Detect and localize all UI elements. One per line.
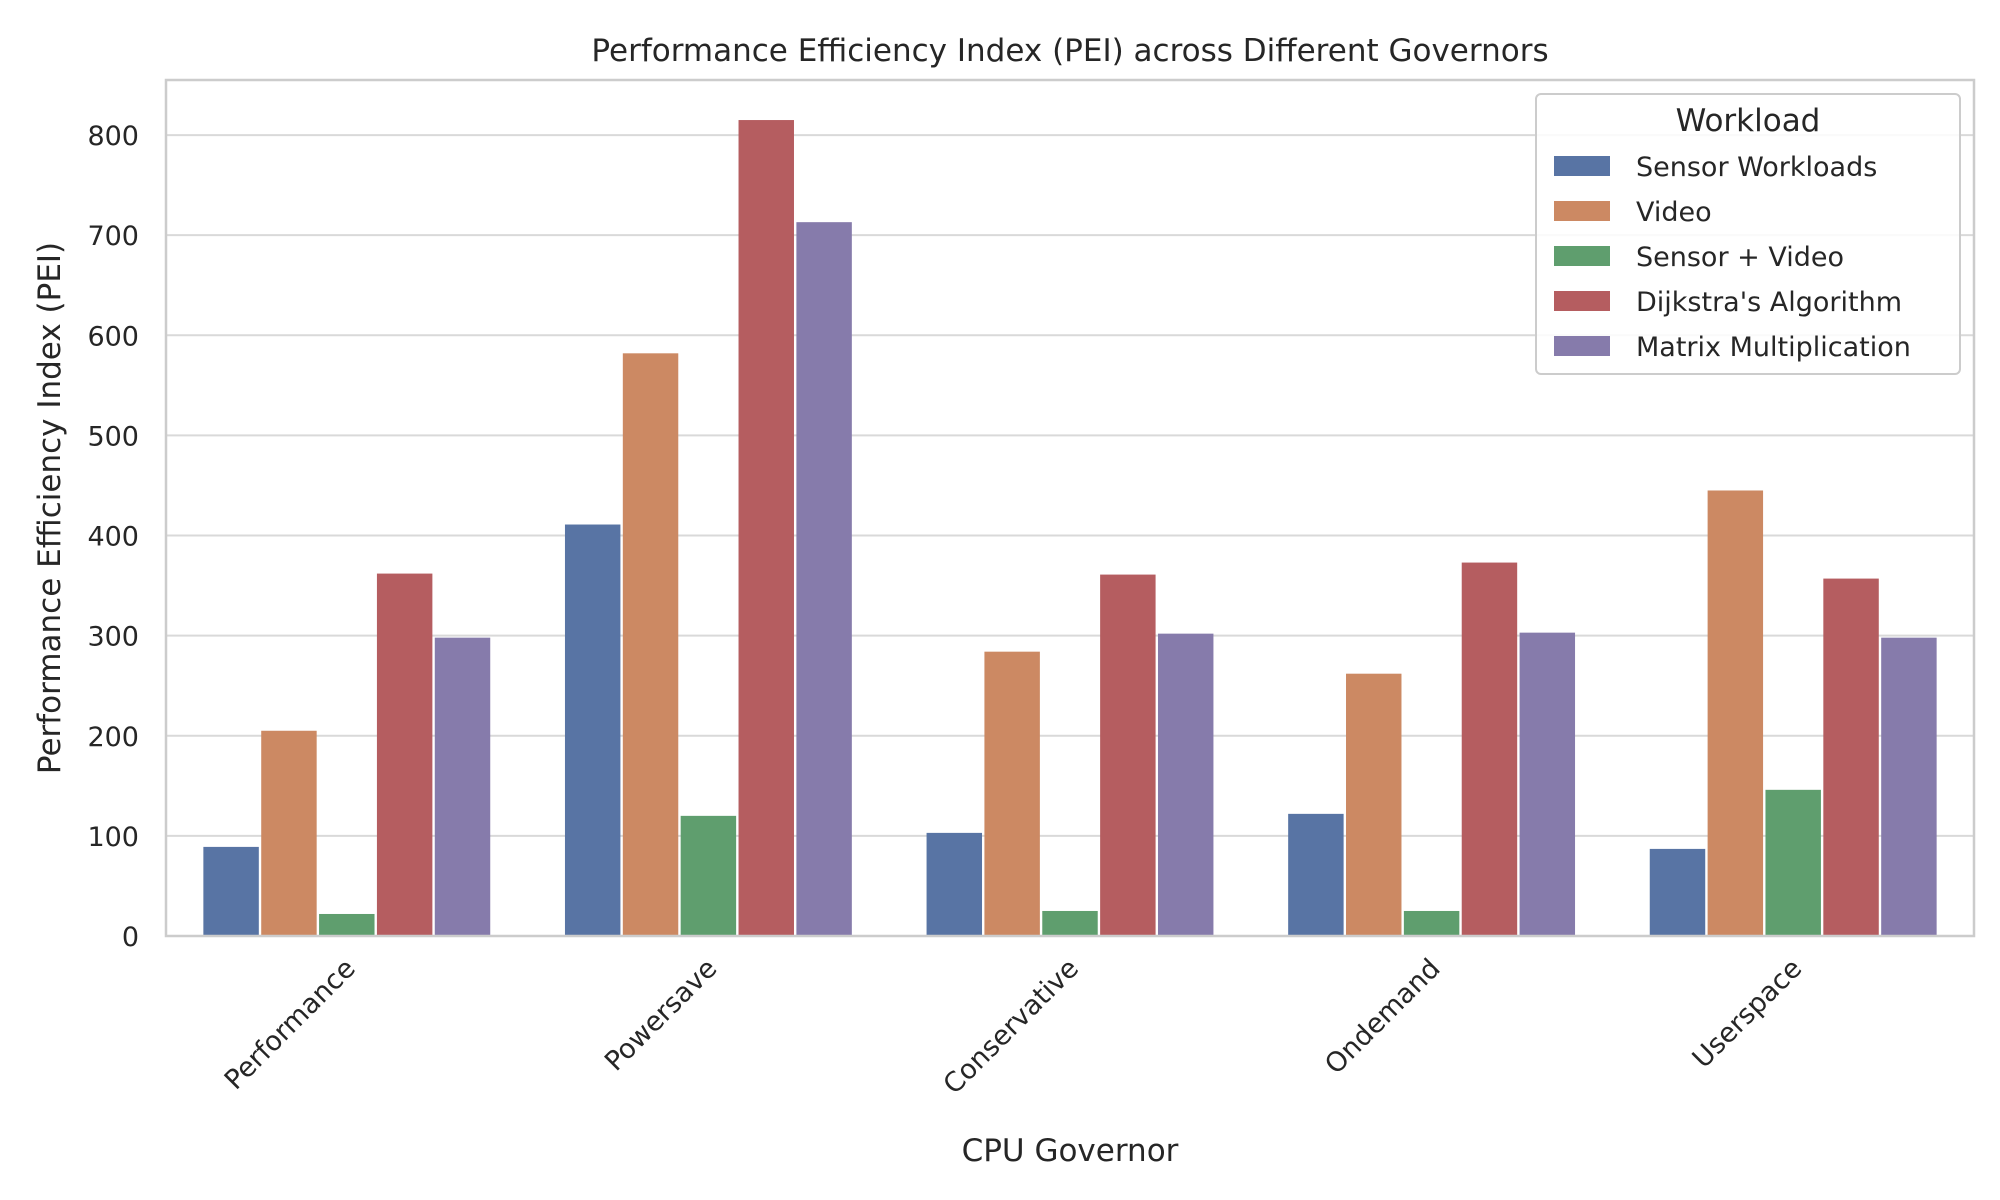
bar-dijkstra-s-algorithm-ondemand	[1461, 562, 1518, 936]
y-tick-label: 500	[87, 421, 139, 452]
bar-sensor-workloads-userspace	[1649, 848, 1706, 936]
x-tick-label: Performance	[219, 953, 362, 1096]
bar-video-performance	[261, 730, 317, 936]
legend-swatch-video	[1554, 201, 1610, 221]
bar-video-userspace	[1707, 490, 1764, 936]
legend-label-sensor-workloads: Sensor Workloads	[1636, 152, 1877, 183]
bar-matrix-multiplication-userspace	[1881, 637, 1937, 936]
legend-swatch-sensor-video	[1554, 246, 1610, 266]
bar-matrix-multiplication-performance	[434, 637, 491, 936]
bar-dijkstra-s-algorithm-userspace	[1823, 578, 1879, 936]
bar-matrix-multiplication-powersave	[796, 222, 852, 936]
legend-label-video: Video	[1636, 197, 1712, 228]
y-tick-label: 100	[87, 822, 139, 853]
bar-matrix-multiplication-conservative	[1157, 633, 1214, 936]
bar-sensor-workloads-powersave	[564, 524, 621, 936]
chart-title: Performance Efficiency Index (PEI) acros…	[591, 33, 1548, 69]
legend-frame	[1535, 93, 1961, 375]
plot-frame	[164, 78, 1976, 938]
bar-sensor-video-userspace	[1765, 789, 1821, 936]
x-tick-label: Conservative	[938, 953, 1085, 1100]
bar-sensor-video-performance	[319, 913, 375, 936]
y-tick-labels: 0 100 200 300 400 500 600 700 800	[87, 121, 139, 953]
legend-label-sensor-video: Sensor + Video	[1636, 242, 1844, 273]
bar-sensor-workloads-performance	[203, 846, 259, 936]
bar-dijkstra-s-algorithm-performance	[376, 573, 433, 936]
legend-swatch-dijkstra-s-algorithm	[1554, 291, 1610, 311]
legend-swatch-sensor-workloads	[1554, 156, 1610, 176]
bar-sensor-video-conservative	[1042, 910, 1098, 936]
bar-matrix-multiplication-ondemand	[1519, 632, 1576, 936]
y-tick-label: 0	[122, 922, 139, 953]
y-tick-label: 600	[87, 321, 139, 352]
bar-dijkstra-s-algorithm-powersave	[738, 120, 794, 937]
y-tick-label: 200	[87, 722, 139, 753]
bar-video-powersave	[622, 353, 679, 936]
bars	[203, 120, 1937, 937]
bar-dijkstra-s-algorithm-conservative	[1100, 574, 1156, 936]
legend: Workload Sensor Workloads Video Sensor + V…	[1535, 93, 1961, 375]
x-tick-label: Ondemand	[1319, 953, 1446, 1080]
y-tick-label: 400	[87, 522, 139, 553]
bar-video-ondemand	[1346, 673, 1402, 936]
legend-swatch-matrix-multiplication	[1554, 336, 1610, 356]
x-tick-label: Powersave	[599, 953, 723, 1077]
bar-sensor-video-powersave	[680, 815, 737, 936]
bar-sensor-workloads-ondemand	[1288, 813, 1344, 936]
bar-sensor-video-ondemand	[1403, 910, 1460, 936]
legend-items: Sensor Workloads Video Sensor + Video Dijks…	[1554, 152, 1911, 363]
x-tick-label: Userspace	[1687, 953, 1808, 1074]
x-axis-label: CPU Governor	[962, 1133, 1179, 1169]
bar-video-conservative	[984, 651, 1040, 936]
legend-label-dijkstra-s-algorithm: Dijkstra's Algorithm	[1636, 287, 1902, 318]
y-tick-label: 800	[87, 121, 139, 152]
bar-sensor-workloads-conservative	[926, 832, 983, 936]
y-tick-label: 300	[87, 622, 139, 653]
legend-label-matrix-multiplication: Matrix Multiplication	[1636, 332, 1911, 363]
x-tick-labels: Performance Powersave Conservative Ondemand…	[219, 953, 1808, 1100]
y-tick-label: 700	[87, 221, 139, 252]
y-axis-label: Performance Efficiency Index (PEI)	[32, 242, 68, 774]
legend-title: Workload	[1676, 103, 1821, 139]
